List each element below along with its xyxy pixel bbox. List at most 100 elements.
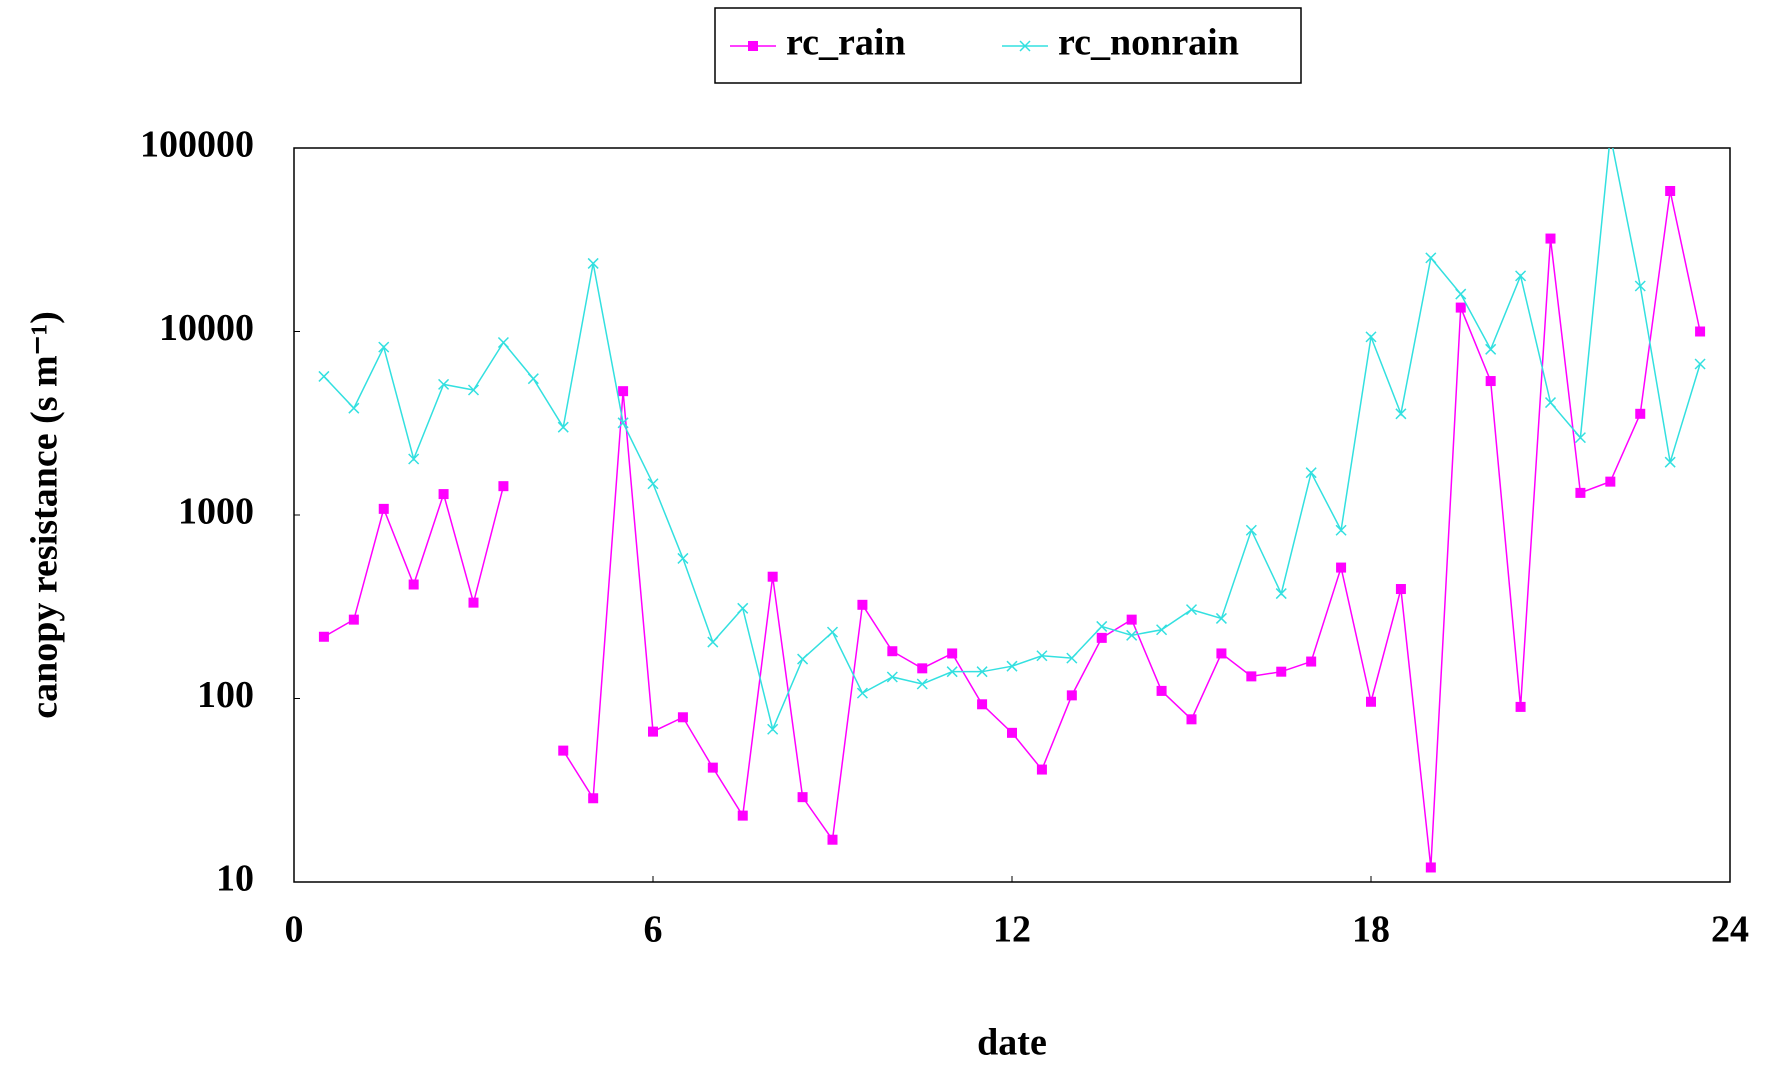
- marker: [1276, 666, 1287, 677]
- marker: [1425, 252, 1437, 264]
- marker: [917, 663, 928, 674]
- marker: [1545, 233, 1556, 244]
- marker: [1275, 588, 1287, 600]
- marker: [1605, 130, 1615, 140]
- marker: [318, 631, 329, 642]
- x-tick-label: 6: [644, 909, 663, 951]
- marker: [947, 648, 958, 659]
- marker: [588, 793, 599, 804]
- marker: [1156, 624, 1168, 636]
- marker: [1395, 584, 1406, 595]
- plot-frame: [293, 147, 1731, 883]
- marker: [1365, 331, 1377, 343]
- marker: [916, 678, 928, 690]
- marker: [1216, 648, 1227, 659]
- marker: [1455, 302, 1466, 313]
- marker: [677, 552, 689, 564]
- marker: [1515, 270, 1527, 282]
- marker: [707, 762, 718, 773]
- marker: [1515, 701, 1526, 712]
- y-tick-label: 10: [216, 858, 254, 900]
- marker: [1126, 629, 1138, 641]
- marker: [1185, 604, 1198, 616]
- marker: [1096, 632, 1107, 643]
- marker: [1634, 280, 1646, 292]
- marker: [438, 489, 449, 500]
- marker: [857, 599, 868, 610]
- marker: [348, 402, 360, 414]
- marker: [557, 421, 569, 433]
- marker: [1395, 408, 1407, 420]
- marker: [1066, 690, 1077, 701]
- marker: [856, 687, 868, 699]
- marker: [827, 834, 838, 845]
- marker: [617, 417, 629, 429]
- marker: [1664, 456, 1676, 468]
- marker: [767, 723, 779, 735]
- marker: [1156, 685, 1167, 696]
- marker: [1605, 476, 1616, 487]
- marker: [1246, 671, 1257, 682]
- marker: [648, 726, 658, 737]
- marker: [826, 626, 839, 638]
- marker: [1186, 714, 1197, 725]
- marker: [1036, 764, 1047, 775]
- marker: [797, 792, 808, 803]
- marker: [1096, 620, 1108, 632]
- marker: [1019, 40, 1031, 52]
- marker: [438, 378, 450, 390]
- marker: [468, 597, 479, 608]
- marker: [977, 699, 988, 710]
- marker: [348, 614, 359, 625]
- marker: [737, 810, 748, 821]
- marker: [647, 478, 659, 490]
- marker: [467, 384, 480, 396]
- marker: [886, 671, 898, 683]
- marker: [527, 373, 539, 385]
- marker: [946, 666, 958, 678]
- y-axis-label: canopy resistance (s m⁻¹): [24, 311, 66, 719]
- marker: [1575, 487, 1586, 498]
- marker: [1574, 432, 1586, 444]
- marker: [1305, 467, 1317, 479]
- marker: [558, 745, 569, 756]
- y-tick-label: 1000: [178, 491, 254, 533]
- marker: [1306, 656, 1317, 667]
- marker: [1635, 408, 1646, 419]
- marker: [677, 712, 688, 723]
- marker: [707, 636, 719, 648]
- marker: [1036, 650, 1048, 662]
- marker: [1006, 660, 1018, 672]
- y-tick-label: 100: [197, 674, 254, 716]
- marker: [1485, 376, 1496, 387]
- legend-label: rc_nonrain: [1058, 22, 1239, 64]
- marker: [1665, 185, 1676, 196]
- marker: [618, 386, 629, 397]
- marker: [497, 336, 509, 349]
- marker: [318, 370, 330, 382]
- marker: [1215, 612, 1227, 624]
- marker: [408, 579, 419, 590]
- legend-label: rc_rain: [786, 22, 906, 64]
- marker: [1455, 288, 1467, 300]
- marker: [1544, 397, 1557, 409]
- plot-area: [318, 130, 1706, 873]
- marker: [737, 602, 749, 614]
- marker: [1066, 652, 1078, 664]
- y-tick-label: 100000: [140, 124, 254, 166]
- marker: [1126, 614, 1137, 625]
- x-tick-label: 18: [1352, 909, 1390, 951]
- marker: [1007, 727, 1017, 738]
- marker: [1695, 326, 1706, 337]
- marker: [1336, 562, 1347, 573]
- marker: [408, 453, 420, 465]
- marker: [1366, 696, 1376, 707]
- marker: [1425, 862, 1436, 873]
- series-line: [323, 190, 1701, 868]
- marker: [748, 41, 758, 51]
- marker: [976, 666, 988, 678]
- series-line: [323, 148, 1701, 732]
- x-tick-label: 0: [285, 909, 304, 951]
